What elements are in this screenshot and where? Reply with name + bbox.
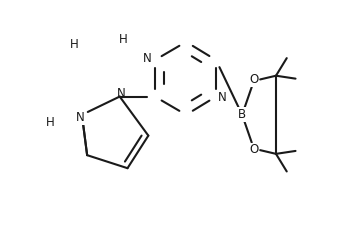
Text: B: B: [238, 108, 246, 121]
Text: N: N: [76, 111, 85, 124]
Text: H: H: [46, 116, 54, 129]
Text: N: N: [143, 52, 152, 65]
Text: H: H: [70, 38, 79, 51]
Text: N: N: [116, 87, 125, 101]
Text: O: O: [249, 144, 258, 156]
Text: H: H: [119, 33, 128, 46]
Text: O: O: [249, 73, 258, 86]
Text: N: N: [217, 91, 226, 104]
